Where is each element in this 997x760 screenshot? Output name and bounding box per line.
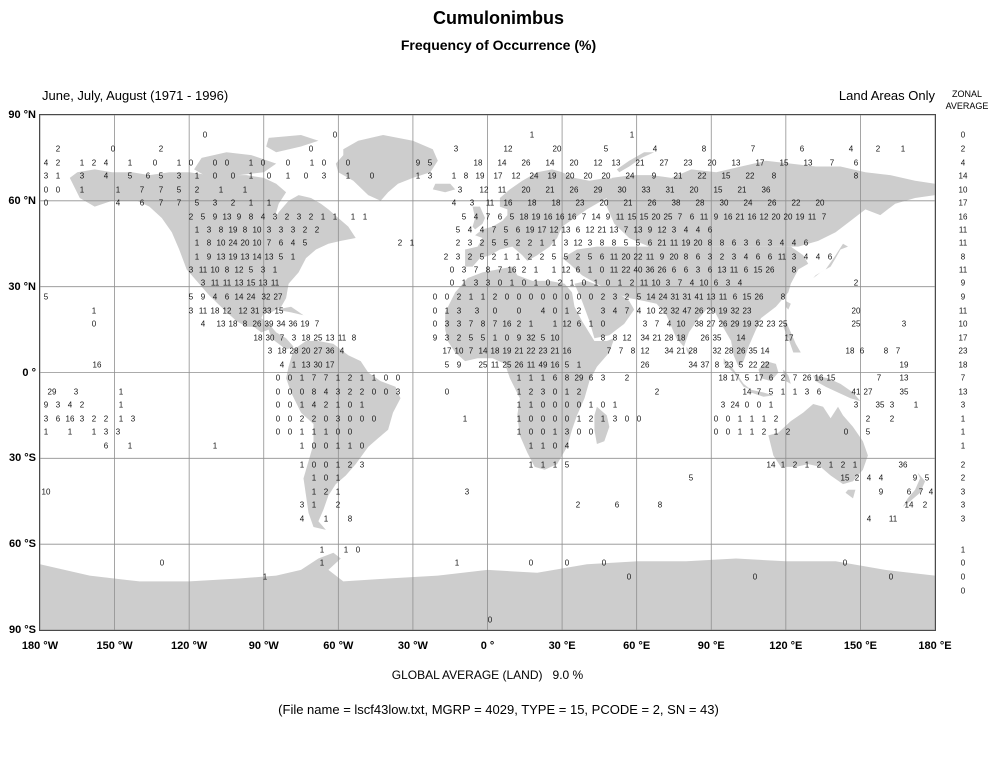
zonal-average-value: 16: [958, 212, 968, 222]
zonal-average-value: 23: [958, 346, 968, 356]
zonal-average-value: 0: [960, 586, 966, 596]
lon-tick-label: 90 °W: [248, 640, 279, 652]
zonal-average-value: 2: [960, 473, 966, 483]
lat-tick-label: 60 °S: [8, 538, 36, 551]
lat-tick-label: 90 °S: [8, 624, 36, 636]
zonal-average-value: 7: [960, 373, 966, 383]
zonal-average-value: 17: [958, 198, 968, 208]
chart-subtitle: Frequency of Occurrence (%): [400, 37, 597, 53]
landmass: [194, 152, 277, 181]
chart-title: Cumulonimbus: [433, 8, 564, 28]
lon-tick-label: 180 °E: [918, 640, 952, 652]
lon-tick-label: 150 °E: [843, 640, 877, 652]
landmass: [616, 152, 655, 173]
lon-tick-label: 150 °W: [96, 640, 133, 652]
zonal-average-value: 1: [960, 545, 966, 555]
zonal-average-value: 0: [960, 572, 966, 582]
zonal-average-value: 8: [960, 252, 966, 262]
zonal-average-value: 17: [958, 333, 968, 343]
lon-tick-label: 30 °W: [397, 640, 428, 652]
zonal-average-value: 0: [960, 558, 966, 568]
zonal-average-value: 3: [960, 487, 966, 497]
landmass: [594, 406, 610, 444]
zonal-average-value: 14: [958, 171, 968, 181]
world-map-svg: [40, 115, 935, 630]
landmass: [276, 306, 304, 316]
map-frame: [39, 114, 936, 631]
zonal-average-value: 10: [958, 319, 968, 329]
landmass: [562, 246, 809, 367]
landmass: [723, 358, 751, 390]
zonal-average-value: 1: [960, 414, 966, 424]
landmass: [758, 361, 779, 382]
zonal-average-value: 11: [958, 225, 968, 235]
zonal-average-value: 11: [958, 306, 968, 316]
lat-tick-label: 0 °: [22, 366, 36, 379]
zonal-average-value: 11: [958, 265, 968, 275]
zonal-header-line1: ZONAL: [951, 89, 982, 99]
lon-tick-label: 30 °E: [548, 640, 576, 652]
zonal-average-value: 10: [958, 185, 968, 195]
landmass: [686, 346, 692, 356]
zonal-header-line2: AVERAGE: [945, 101, 989, 111]
lat-tick-label: 90 °N: [8, 109, 36, 121]
landmass: [785, 301, 791, 310]
lat-tick-label: 60 °N: [8, 194, 36, 207]
landmass: [286, 341, 401, 530]
landmass: [472, 206, 485, 230]
zonal-average-value: 4: [960, 158, 966, 168]
lon-tick-label: 0 °: [480, 640, 495, 652]
zonal-average-value: 13: [958, 387, 968, 397]
landmass: [751, 389, 774, 397]
landmass: [606, 160, 935, 247]
zonal-average-value: 18: [958, 360, 968, 370]
zonal-average-value: 11: [958, 238, 968, 248]
zonal-average-value: 1: [960, 427, 966, 437]
zonal-average-value: 2: [960, 460, 966, 470]
zonal-average-value: 9: [960, 278, 966, 288]
landmass: [335, 135, 438, 201]
zonal-average-value: 3: [960, 500, 966, 510]
lon-tick-label: 60 °E: [623, 640, 651, 652]
landmass: [465, 169, 625, 267]
landmass: [574, 280, 635, 339]
landmass: [845, 489, 856, 499]
lon-tick-label: 180 °W: [21, 640, 59, 652]
landmass: [813, 243, 848, 279]
lat-tick-label: 30 °S: [8, 452, 36, 465]
landmass: [783, 369, 791, 384]
zonal-average-value: 3: [960, 400, 966, 410]
landmass: [266, 135, 319, 153]
landmass: [813, 375, 861, 402]
coverage-label: Land Areas Only: [838, 88, 935, 103]
landmass: [69, 169, 356, 350]
zonal-average-value: 2: [960, 144, 966, 154]
zonal-average-value: 3: [960, 514, 966, 524]
lon-tick-label: 120 °W: [171, 640, 208, 652]
landmass: [783, 321, 801, 353]
global-average-label: GLOBAL AVERAGE (LAND) 9.0 %: [391, 668, 584, 682]
lon-tick-label: 60 °W: [323, 640, 354, 652]
landmass: [432, 183, 456, 193]
landmass: [902, 472, 926, 507]
lat-tick-label: 30 °N: [8, 280, 36, 293]
zonal-average-value: 0: [960, 130, 966, 140]
lon-tick-label: 90 °E: [697, 640, 725, 652]
lon-tick-label: 120 °E: [769, 640, 803, 652]
zonal-average-value: 1: [960, 441, 966, 451]
zonal-average-header: ZONAL AVERAGE: [938, 88, 996, 112]
file-info-label: (File name = lscf43low.txt, MGRP = 4029,…: [278, 702, 719, 717]
zonal-average-value: 9: [960, 292, 966, 302]
landmass: [768, 404, 868, 485]
season-label: June, July, August (1971 - 1996): [42, 88, 229, 103]
